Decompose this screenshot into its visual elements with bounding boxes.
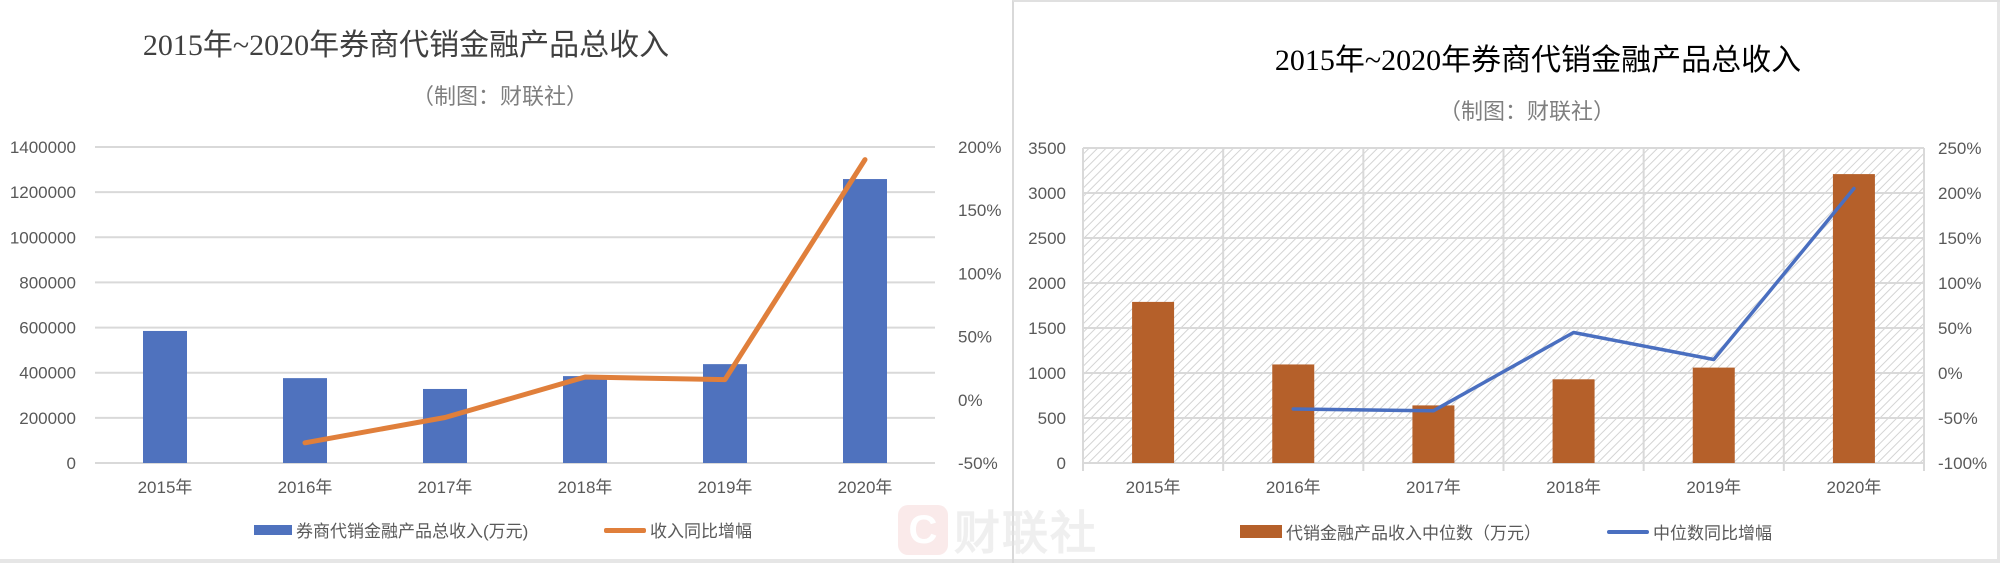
watermark-logo-icon: C	[898, 505, 948, 555]
legend-line-label: 中位数同比增幅	[1653, 524, 1772, 543]
y-right-tick-label: 0%	[958, 391, 983, 410]
legend-bar-label: 代销金融产品收入中位数（万元）	[1286, 524, 1541, 543]
y-right-tick-label: 100%	[1938, 274, 1981, 293]
y-left-tick-label: 800000	[19, 273, 76, 292]
y-left-tick-label: 600000	[19, 319, 76, 338]
x-tick-label: 2018年	[1546, 478, 1601, 497]
line-series	[302, 157, 868, 446]
y-left-tick-label: 3500	[1028, 139, 1066, 158]
chart-subtitle: （制图：财联社）	[412, 84, 588, 109]
x-tick-label: 2020年	[838, 478, 893, 497]
y-left-tick-label: 3000	[1028, 184, 1066, 203]
x-tick-label: 2016年	[278, 478, 333, 497]
legend-bar-swatch	[254, 525, 292, 535]
bar	[143, 330, 187, 463]
bar	[843, 179, 887, 463]
chart-title: 2015年~2020年券商代销金融产品总收入	[143, 29, 669, 62]
legend-line-swatch	[1607, 530, 1649, 534]
y-left-tick-label: 2500	[1028, 229, 1066, 248]
y-left-tick-label: 400000	[19, 364, 76, 383]
watermark: C 财联社	[898, 497, 1098, 563]
x-tick-label: 2020年	[1827, 478, 1882, 497]
x-tick-label: 2015年	[1126, 478, 1181, 497]
y-axis-left: 0 200000 400000 600000 800000 1000000 1200000 1…	[10, 138, 76, 473]
x-tick-label: 2019年	[1686, 478, 1741, 497]
bar	[1412, 405, 1455, 463]
y-right-tick-label: 100%	[958, 264, 1001, 283]
chart-subtitle: （制图：财联社）	[1439, 99, 1615, 124]
y-axis-left: 0 500 1000 1500 2000 2500 3000 3500	[1028, 139, 1066, 473]
chart-left: 2015年~2020年券商代销金融产品总收入 （制图：财联社） 0 200000 4…	[10, 29, 1002, 541]
gridlines	[1082, 147, 1925, 471]
bar-series	[1132, 174, 1875, 463]
divider	[0, 559, 1012, 563]
y-right-tick-label: 200%	[958, 138, 1001, 157]
x-tick-label: 2019年	[698, 478, 753, 497]
y-right-tick-label: 250%	[1938, 139, 1981, 158]
y-left-tick-label: 1000000	[10, 228, 76, 247]
x-tick-label: 2015年	[138, 478, 193, 497]
y-left-tick-label: 200000	[19, 409, 76, 428]
x-tick-label: 2017年	[418, 478, 473, 497]
y-left-tick-label: 1200000	[10, 183, 76, 202]
y-left-tick-label: 0	[1057, 454, 1066, 473]
y-right-tick-label: -100%	[1938, 454, 1987, 473]
y-right-tick-label: 50%	[958, 328, 992, 347]
y-left-tick-label: 0	[67, 454, 76, 473]
x-axis: 2015年 2016年 2017年 2018年 2019年 2020年	[138, 478, 893, 497]
gridlines	[95, 146, 935, 464]
y-right-tick-label: 0%	[1938, 364, 1963, 383]
legend: 代销金融产品收入中位数（万元） 中位数同比增幅	[1240, 524, 1772, 543]
bar	[283, 378, 327, 463]
y-left-tick-label: 1400000	[10, 138, 76, 157]
y-right-tick-label: -50%	[1938, 409, 1978, 428]
y-right-tick-label: 50%	[1938, 319, 1972, 338]
chart-right: 2015年~2020年券商代销金融产品总收入 （制图：财联社） 0 500 1000…	[1028, 44, 1987, 543]
y-left-tick-label: 500	[1038, 409, 1066, 428]
y-axis-right: -50% 0% 50% 100% 150% 200%	[958, 138, 1001, 473]
chart-panel-right: 2015年~2020年券商代销金融产品总收入 （制图：财联社） 0 500 1000…	[1012, 0, 2000, 563]
legend: 券商代销金融产品总收入(万元) 收入同比增幅	[254, 522, 752, 541]
bar	[1272, 364, 1315, 463]
y-left-tick-label: 1000	[1028, 364, 1066, 383]
bar	[1832, 174, 1875, 463]
y-left-tick-label: 1500	[1028, 319, 1066, 338]
x-tick-label: 2016年	[1266, 478, 1321, 497]
bar	[423, 388, 467, 463]
bar	[1132, 301, 1175, 463]
y-right-tick-label: -50%	[958, 454, 998, 473]
growth-line	[1291, 186, 1856, 413]
chart-title: 2015年~2020年券商代销金融产品总收入	[1275, 44, 1801, 77]
x-tick-label: 2017年	[1406, 478, 1461, 497]
legend-line-label: 收入同比增幅	[650, 522, 752, 541]
bar	[1692, 367, 1735, 463]
y-right-tick-label: 150%	[1938, 229, 1981, 248]
y-axis-right: -100% -50% 0% 50% 100% 150% 200% 250%	[1938, 139, 1987, 473]
bar	[563, 376, 607, 463]
bar	[1552, 379, 1595, 463]
divider	[1997, 2, 2000, 563]
chart-panel-left: 2015年~2020年券商代销金融产品总收入 （制图：财联社） 0 200000 4…	[0, 29, 1012, 563]
y-left-tick-label: 2000	[1028, 274, 1066, 293]
legend-bar-swatch	[1240, 525, 1282, 538]
legend-bar-label: 券商代销金融产品总收入(万元)	[296, 522, 528, 541]
y-right-tick-label: 150%	[958, 201, 1001, 220]
bar-series	[143, 179, 887, 463]
line-series	[1291, 186, 1856, 413]
y-right-tick-label: 200%	[1938, 184, 1981, 203]
x-axis: 2015年 2016年 2017年 2018年 2019年 2020年	[1126, 478, 1882, 497]
watermark-text: 财联社	[954, 506, 1098, 560]
growth-line	[302, 157, 868, 446]
x-tick-label: 2018年	[558, 478, 613, 497]
divider	[1014, 559, 2000, 563]
legend-line-swatch	[604, 528, 646, 533]
